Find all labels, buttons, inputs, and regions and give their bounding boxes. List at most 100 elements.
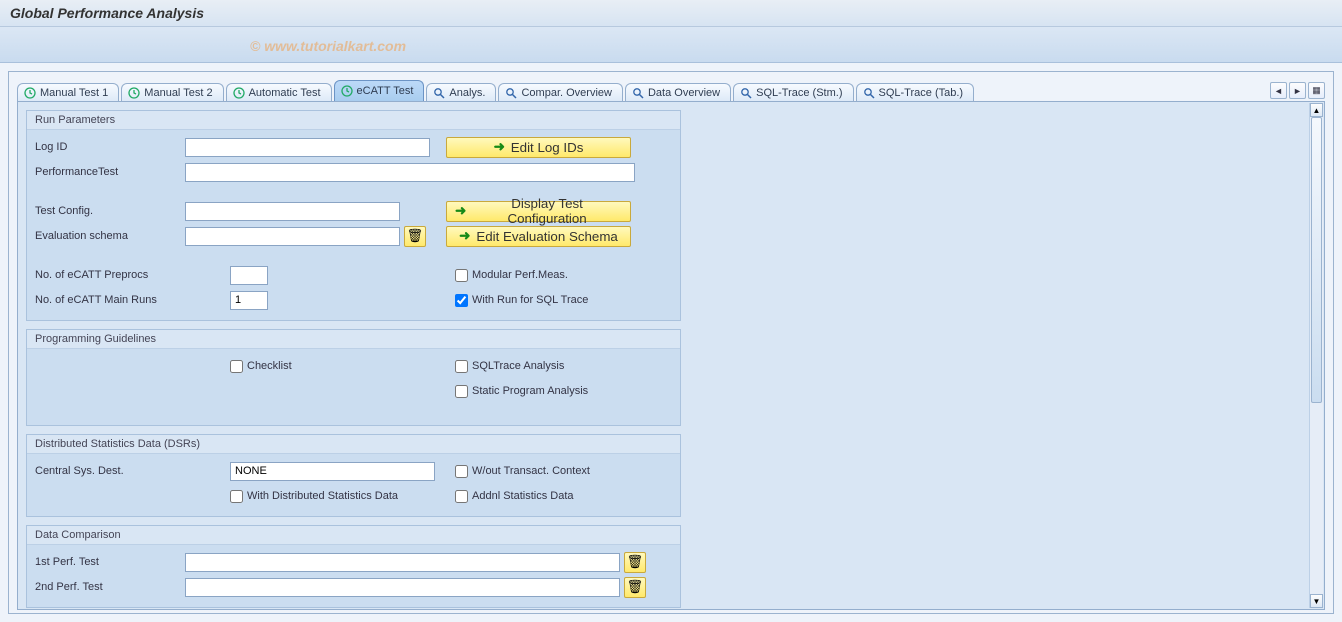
edit-log-ids-button[interactable]: ➜ Edit Log IDs (446, 137, 631, 158)
trash-icon: 🗑 (407, 228, 424, 244)
magnifier-icon (505, 87, 517, 99)
checkbox-label: Checklist (247, 360, 292, 372)
withrun-checkbox-input[interactable] (455, 294, 468, 307)
scroll-down-button[interactable]: ▼ (1310, 594, 1323, 608)
checkbox-label: SQLTrace Analysis (472, 360, 564, 372)
sqltrace-checkbox-input[interactable] (455, 360, 468, 373)
eval-schema-input[interactable] (185, 227, 400, 246)
delete-eval-schema-button[interactable]: 🗑 (404, 226, 426, 247)
tab-label: Analys. (449, 87, 485, 99)
tabstrip: Manual Test 1 Manual Test 2 Automatic Test… (17, 80, 1264, 101)
addnl-checkbox-input[interactable] (455, 490, 468, 503)
tab-automatic-test[interactable]: Automatic Test (226, 83, 332, 101)
group-programming-guidelines: Programming Guidelines Checklist S (26, 329, 681, 426)
edit-eval-schema-button[interactable]: ➜ Edit Evaluation Schema (446, 226, 631, 247)
test-config-label: Test Config. (35, 205, 185, 217)
first-perf-label: 1st Perf. Test (35, 556, 185, 568)
delete-second-perf-button[interactable]: 🗑 (624, 577, 646, 598)
withrun-checkbox[interactable]: With Run for SQL Trace (455, 294, 588, 307)
group-dsr: Distributed Statistics Data (DSRs) Centr… (26, 434, 681, 517)
clock-icon (24, 87, 36, 99)
group-data-comparison: Data Comparison 1st Perf. Test 🗑 2nd Per… (26, 525, 681, 608)
perf-test-label: PerformanceTest (35, 166, 185, 178)
trash-icon: 🗑 (627, 554, 644, 570)
log-id-label: Log ID (35, 141, 185, 153)
withdist-checkbox-input[interactable] (230, 490, 243, 503)
group-legend: Programming Guidelines (27, 330, 680, 349)
checkbox-label: W/out Transact. Context (472, 465, 590, 477)
without-checkbox-input[interactable] (455, 465, 468, 478)
dest-input[interactable] (230, 462, 435, 481)
button-label: Display Test Configuration (472, 196, 622, 226)
test-config-input[interactable] (185, 202, 400, 221)
tab-manual-test-1[interactable]: Manual Test 1 (17, 83, 119, 101)
tab-label: Automatic Test (249, 87, 321, 99)
vertical-scrollbar[interactable]: ▲ ▼ (1309, 103, 1323, 608)
perf-test-input[interactable] (185, 163, 635, 182)
group-run-parameters: Run Parameters Log ID ➜ Edit Log IDs Perf… (26, 110, 681, 321)
checklist-checkbox[interactable]: Checklist (230, 360, 292, 373)
button-label: Edit Evaluation Schema (476, 229, 618, 244)
watermark: © www.tutorialkart.com (250, 38, 406, 54)
checkbox-label: With Run for SQL Trace (472, 294, 588, 306)
tab-label: eCATT Test (357, 85, 414, 97)
magnifier-icon (433, 87, 445, 99)
checkbox-label: Addnl Statistics Data (472, 490, 574, 502)
modular-checkbox[interactable]: Modular Perf.Meas. (455, 269, 568, 282)
group-legend: Data Comparison (27, 526, 680, 545)
addnl-checkbox[interactable]: Addnl Statistics Data (455, 490, 574, 503)
tab-compar-overview[interactable]: Compar. Overview (498, 83, 622, 101)
tab-label: Manual Test 1 (40, 87, 108, 99)
first-perf-input[interactable] (185, 553, 620, 572)
without-checkbox[interactable]: W/out Transact. Context (455, 465, 590, 478)
eval-schema-label: Evaluation schema (35, 230, 185, 242)
tab-scroll-right[interactable]: ► (1289, 82, 1306, 99)
clock-icon (233, 87, 245, 99)
magnifier-icon (863, 87, 875, 99)
withdist-checkbox[interactable]: With Distributed Statistics Data (230, 490, 398, 503)
scroll-track[interactable] (1310, 117, 1323, 594)
tab-list-button[interactable]: ▦ (1308, 82, 1325, 99)
button-label: Edit Log IDs (511, 140, 584, 155)
arrow-icon: ➜ (459, 228, 470, 244)
clock-icon (341, 85, 353, 97)
tab-label: Data Overview (648, 87, 720, 99)
arrow-icon: ➜ (455, 203, 466, 219)
log-id-input[interactable] (185, 138, 430, 157)
checkbox-label: Static Program Analysis (472, 385, 588, 397)
group-legend: Run Parameters (27, 111, 680, 130)
checkbox-label: Modular Perf.Meas. (472, 269, 568, 281)
dest-label: Central Sys. Dest. (35, 465, 230, 477)
arrow-icon: ➜ (494, 139, 505, 155)
magnifier-icon (740, 87, 752, 99)
tab-sql-trace-stm-[interactable]: SQL-Trace (Stm.) (733, 83, 853, 101)
tab-sql-trace-tab-[interactable]: SQL-Trace (Tab.) (856, 83, 975, 101)
mainruns-input[interactable] (230, 291, 268, 310)
static-checkbox[interactable]: Static Program Analysis (455, 385, 588, 398)
static-checkbox-input[interactable] (455, 385, 468, 398)
tab-label: Manual Test 2 (144, 87, 212, 99)
tab-scroll-left[interactable]: ◄ (1270, 82, 1287, 99)
modular-checkbox-input[interactable] (455, 269, 468, 282)
group-legend: Distributed Statistics Data (DSRs) (27, 435, 680, 454)
sqltrace-checkbox[interactable]: SQLTrace Analysis (455, 360, 564, 373)
scroll-thumb[interactable] (1311, 117, 1322, 403)
tab-nav: ◄ ► ▦ (1270, 82, 1325, 99)
magnifier-icon (632, 87, 644, 99)
tab-analys-[interactable]: Analys. (426, 83, 496, 101)
second-perf-input[interactable] (185, 578, 620, 597)
tab-data-overview[interactable]: Data Overview (625, 83, 731, 101)
toolbar (0, 27, 1342, 63)
delete-first-perf-button[interactable]: 🗑 (624, 552, 646, 573)
tab-manual-test-2[interactable]: Manual Test 2 (121, 83, 223, 101)
checklist-checkbox-input[interactable] (230, 360, 243, 373)
mainruns-label: No. of eCATT Main Runs (35, 294, 230, 306)
checkbox-label: With Distributed Statistics Data (247, 490, 398, 502)
tab-ecatt-test[interactable]: eCATT Test (334, 80, 425, 101)
preprocs-label: No. of eCATT Preprocs (35, 269, 230, 281)
preprocs-input[interactable] (230, 266, 268, 285)
scroll-up-button[interactable]: ▲ (1310, 103, 1323, 117)
clock-icon (128, 87, 140, 99)
page-title: Global Performance Analysis (0, 0, 1342, 27)
display-test-config-button[interactable]: ➜Display Test Configuration (446, 201, 631, 222)
